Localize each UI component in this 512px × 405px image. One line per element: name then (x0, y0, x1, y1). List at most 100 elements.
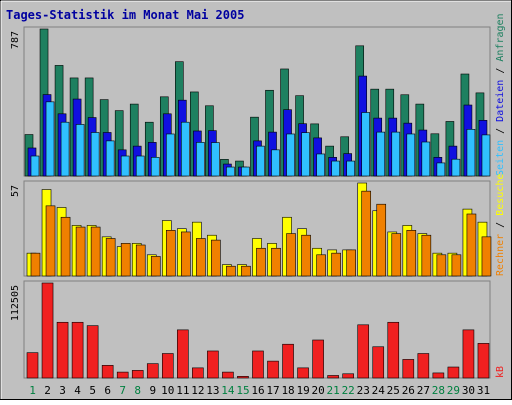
x-tick-label-day-14: 14 (221, 384, 235, 397)
bar-kbytes-kb-day-13 (207, 350, 219, 379)
x-tick-label-day-2: 2 (44, 384, 51, 397)
bar-kbytes-kb-day-5 (86, 325, 99, 379)
x-tick-label-day-25: 25 (387, 384, 400, 397)
legend-requests: Seiten / Dateien / Anfragen (495, 13, 506, 176)
legend-item-dateien: Dateien (495, 80, 506, 122)
bar-visits-rechner-day-27 (421, 234, 432, 277)
bar-visits-rechner-day-28 (436, 254, 447, 277)
x-tick-label-day-29: 29 (447, 384, 460, 397)
bar-visits-rechner-day-24 (376, 203, 387, 277)
bar-requests-seiten-day-30 (466, 129, 476, 177)
bar-kbytes-kb-day-21 (327, 375, 339, 379)
bar-requests-seiten-day-2 (45, 101, 55, 177)
bar-kbytes-kb-day-6 (101, 365, 114, 379)
bar-visits-rechner-day-14 (226, 265, 236, 277)
bar-requests-seiten-day-8 (135, 155, 145, 177)
bar-visits-rechner-day-30 (466, 213, 477, 277)
x-tick-label-day-31: 31 (477, 384, 490, 397)
x-tick-label-day-7: 7 (119, 384, 126, 397)
bar-kbytes-kb-day-22 (342, 373, 354, 379)
bar-requests-seiten-day-16 (256, 145, 265, 177)
x-tick-label-day-26: 26 (402, 384, 415, 397)
ymax-label-requests: 787 (10, 31, 21, 49)
bar-kbytes-kb-day-19 (297, 367, 309, 379)
legend-item-rechner: Rechner (495, 234, 506, 276)
bar-kbytes-kb-day-27 (417, 353, 430, 379)
x-tick-label-day-1: 1 (29, 384, 36, 397)
bar-visits-rechner-day-15 (241, 265, 251, 277)
bar-requests-seiten-day-7 (120, 155, 130, 177)
x-tick-label-day-6: 6 (104, 384, 111, 397)
bar-kbytes-kb-day-24 (372, 346, 385, 379)
bar-requests-seiten-day-5 (90, 132, 100, 177)
bar-visits-rechner-day-20 (316, 254, 326, 277)
bar-requests-seiten-day-12 (196, 142, 205, 177)
bar-requests-seiten-day-25 (391, 131, 401, 177)
bar-visits-rechner-day-12 (196, 238, 206, 277)
panel-kbytes: 112505 kB (10, 280, 506, 379)
bar-kbytes-kb-day-4 (71, 321, 84, 379)
bar-requests-seiten-day-28 (436, 162, 446, 177)
x-tick-label-day-12: 12 (191, 384, 204, 397)
bar-requests-seiten-day-23 (361, 112, 371, 177)
legend-item-besuche: Besuche (495, 174, 506, 216)
bar-visits-rechner-day-8 (135, 244, 146, 277)
bar-requests-seiten-day-3 (60, 121, 70, 177)
bar-visits-rechner-day-16 (256, 247, 266, 277)
bar-visits-rechner-day-6 (105, 238, 116, 277)
x-tick-label-day-20: 20 (312, 384, 325, 397)
x-tick-label-day-27: 27 (417, 384, 430, 397)
bar-visits-rechner-day-26 (406, 230, 417, 277)
panel-requests: 787 Seiten / Dateien / Anfragen (10, 13, 506, 177)
bar-kbytes-kb-day-8 (131, 370, 144, 379)
bar-requests-seiten-day-21 (331, 160, 340, 177)
x-tick-label-day-15: 15 (236, 384, 249, 397)
legend-item-: / (495, 122, 506, 140)
x-tick-label-day-30: 30 (462, 384, 475, 397)
legend-item-anfragen: Anfragen (495, 13, 506, 61)
x-tick-label-day-17: 17 (266, 384, 279, 397)
bar-kbytes-kb-day-11 (177, 329, 189, 379)
bar-visits-rechner-day-29 (451, 254, 462, 277)
panel-visits: 57 Rechner / Besuche (10, 174, 506, 277)
bar-requests-seiten-day-24 (376, 131, 386, 177)
bar-kbytes-kb-day-9 (146, 363, 159, 379)
x-tick-label-day-16: 16 (251, 384, 264, 397)
bar-visits-rechner-day-4 (75, 226, 86, 277)
bar-requests-seiten-day-10 (165, 133, 175, 177)
x-tick-label-day-8: 8 (134, 384, 141, 397)
bar-visits-rechner-day-1 (30, 252, 41, 277)
bar-kbytes-kb-day-26 (402, 359, 415, 379)
bar-requests-seiten-day-29 (451, 158, 461, 177)
bar-kbytes-kb-day-16 (252, 350, 264, 379)
bar-visits-rechner-day-31 (481, 236, 492, 277)
x-tick-label-day-23: 23 (357, 384, 370, 397)
x-tick-label-day-13: 13 (206, 384, 219, 397)
bar-kbytes-kb-day-3 (56, 321, 69, 379)
bar-visits-rechner-day-25 (391, 233, 402, 277)
bar-visits-rechner-day-7 (120, 243, 131, 277)
bar-visits-rechner-day-13 (211, 239, 221, 277)
bar-requests-seiten-day-18 (286, 133, 295, 177)
x-tick-label-day-24: 24 (372, 384, 386, 397)
bar-kbytes-kb-day-1 (26, 352, 39, 379)
bar-visits-rechner-day-11 (181, 231, 191, 277)
bar-kbytes-kb-day-25 (387, 321, 400, 379)
x-tick-label-day-11: 11 (176, 384, 189, 397)
bar-visits-rechner-day-22 (346, 249, 356, 277)
bar-visits-rechner-day-3 (60, 216, 71, 277)
bar-visits-rechner-day-21 (331, 252, 341, 277)
bar-requests-seiten-day-6 (105, 140, 115, 177)
bar-requests-seiten-day-15 (241, 166, 250, 177)
bar-requests-seiten-day-1 (30, 155, 40, 177)
x-tick-label-day-4: 4 (74, 384, 81, 397)
bar-visits-rechner-day-23 (361, 190, 372, 277)
bar-requests-seiten-day-20 (316, 153, 325, 177)
x-tick-label-day-19: 19 (296, 384, 309, 397)
bar-requests-seiten-day-9 (150, 157, 160, 177)
bar-requests-seiten-day-19 (301, 132, 310, 177)
legend-visits: Rechner / Besuche (495, 174, 506, 276)
bar-requests-seiten-day-11 (181, 121, 190, 177)
bar-kbytes-kb-day-28 (432, 372, 445, 379)
